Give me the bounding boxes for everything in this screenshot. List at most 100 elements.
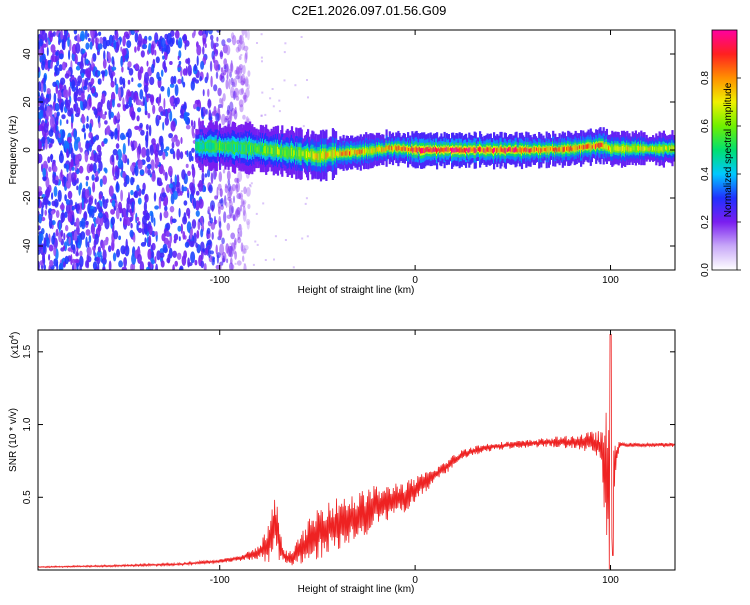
noise-speckle	[108, 260, 112, 270]
noise-speck	[231, 96, 234, 99]
noise-speckle	[141, 147, 147, 158]
noise-speckle	[48, 143, 52, 149]
noise-speckle	[63, 245, 66, 250]
noise-speckle	[203, 186, 207, 192]
noise-speckle	[205, 108, 208, 115]
noise-speckle	[237, 227, 240, 234]
noise-speckle	[85, 123, 90, 129]
noise-speckle	[190, 251, 196, 264]
noise-speckle	[216, 36, 219, 42]
noise-speckle	[129, 216, 133, 223]
noise-speckle	[150, 43, 155, 56]
heatmap-y-tick-label: -20	[22, 190, 33, 205]
noise-speckle	[218, 206, 221, 215]
noise-speckle	[59, 53, 64, 60]
noise-speckle	[71, 263, 74, 270]
noise-speckle	[245, 50, 248, 60]
noise-speckle	[194, 63, 197, 72]
noise-speckle	[169, 183, 173, 189]
ridge-cell	[588, 143, 591, 148]
noise-speckle	[89, 83, 92, 91]
noise-speckle	[103, 239, 109, 246]
noise-speckle	[171, 137, 177, 143]
noise-speckle	[245, 218, 251, 226]
ridge-cell	[209, 142, 212, 150]
noise-speckle	[176, 252, 182, 260]
noise-speckle	[231, 35, 237, 46]
noise-speckle	[136, 222, 139, 231]
noise-speckle	[104, 168, 108, 174]
noise-speckle	[243, 263, 247, 270]
noise-speckle	[147, 248, 152, 260]
noise-speckle	[236, 177, 240, 183]
noise-speckle	[177, 225, 182, 232]
noise-speckle	[142, 95, 145, 106]
noise-speckle	[217, 87, 222, 97]
noise-speckle	[150, 159, 155, 171]
noise-speckle	[169, 205, 175, 213]
noise-speck	[249, 184, 252, 187]
noise-speckle	[227, 183, 232, 192]
noise-speckle	[233, 239, 237, 250]
noise-speckle	[225, 44, 231, 56]
noise-speckle	[185, 163, 189, 168]
noise-speckle	[137, 197, 142, 205]
noise-speckle	[202, 33, 207, 39]
noise-speckle	[89, 163, 94, 172]
noise-speckle	[242, 200, 246, 208]
ridge-cell	[660, 147, 663, 151]
noise-speckle	[240, 40, 245, 51]
noise-speckle	[89, 41, 93, 50]
noise-speck	[302, 125, 305, 128]
noise-speckle	[74, 165, 78, 171]
noise-speckle	[179, 267, 183, 270]
colorbar-tick-label: 0.0	[700, 263, 711, 277]
noise-speckle	[149, 94, 155, 103]
noise-speckle	[189, 240, 195, 248]
noise-speckle	[53, 123, 56, 134]
noise-speckle	[43, 109, 46, 118]
noise-speck	[255, 212, 258, 215]
noise-speckle	[58, 64, 63, 72]
noise-speck	[240, 227, 243, 230]
noise-speckle	[119, 76, 123, 85]
noise-speckle	[237, 231, 241, 241]
noise-speckle	[48, 254, 51, 261]
noise-speckle	[130, 110, 136, 121]
noise-speckle	[137, 159, 143, 170]
noise-speckle	[80, 30, 85, 42]
noise-speckle	[246, 187, 251, 197]
noise-speckle	[169, 110, 173, 122]
noise-speckle	[90, 223, 95, 235]
noise-speckle	[76, 96, 82, 102]
noise-speckle	[184, 42, 187, 51]
noise-speckle	[156, 250, 161, 261]
noise-speckle	[215, 244, 218, 255]
noise-speckle	[67, 190, 73, 200]
noise-speckle	[112, 149, 118, 156]
noise-speckle	[177, 37, 183, 49]
noise-speckle	[71, 244, 76, 251]
noise-speckle	[222, 93, 226, 102]
noise-speckle	[169, 148, 175, 155]
ridge-cell	[639, 146, 642, 150]
noise-speckle	[127, 79, 131, 85]
noise-speckle	[238, 99, 244, 108]
noise-speckle	[190, 119, 194, 127]
noise-speckle	[195, 210, 200, 217]
noise-speckle	[48, 129, 54, 137]
noise-speckle	[218, 171, 222, 182]
noise-speckle	[154, 49, 157, 56]
noise-speckle	[94, 198, 97, 205]
noise-speckle	[237, 44, 242, 52]
noise-speckle	[199, 216, 203, 224]
noise-speckle	[179, 191, 183, 196]
noise-speckle	[80, 217, 86, 230]
noise-speck	[264, 113, 267, 116]
noise-speckle	[185, 124, 191, 130]
noise-speckle	[163, 210, 169, 219]
noise-speckle	[191, 147, 195, 153]
noise-speckle	[110, 131, 114, 140]
noise-speckle	[221, 97, 224, 109]
noise-speckle	[75, 252, 79, 257]
